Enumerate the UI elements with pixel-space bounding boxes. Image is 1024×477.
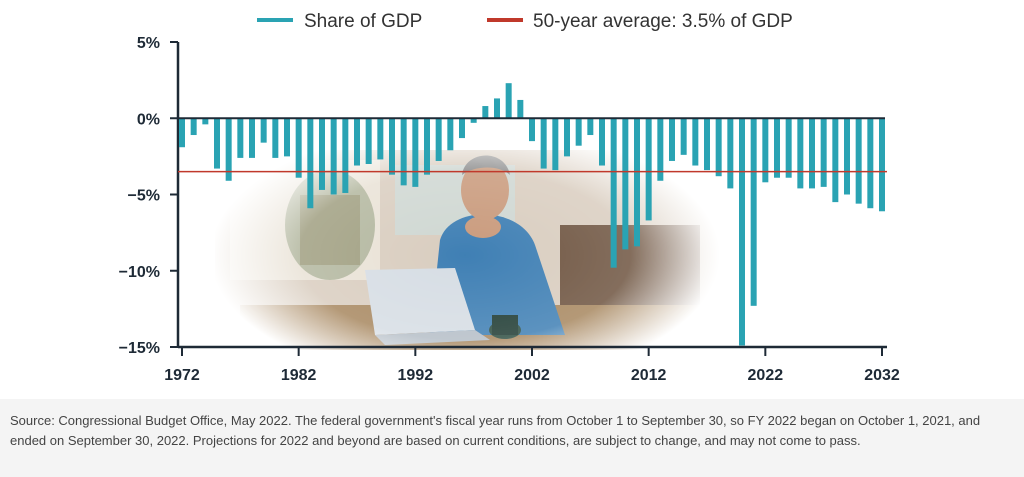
bar-2029 [844,118,850,195]
x-tick-label: 1972 [164,367,200,384]
legend-label-share: Share of GDP [304,11,422,32]
bar-1999 [494,98,500,119]
footer: Source: Congressional Budget Office, May… [0,399,1024,477]
bar-1989 [377,118,384,160]
bar-1985 [330,118,337,195]
bar-2013 [657,118,664,181]
x-tick-label: 2012 [631,367,667,384]
bar-1992 [412,118,419,187]
bar-1994 [435,118,442,161]
bar-2015 [680,118,687,155]
bar-2014 [669,118,675,161]
bar-2002 [529,118,535,142]
chart: Share of GDP 50-year average: 3.5% of GD… [119,11,900,384]
bar-2021 [750,118,757,306]
bar-2008 [599,118,605,166]
bar-2027 [820,118,827,187]
bar-1986 [342,118,349,193]
x-tick-label: 2032 [864,367,900,384]
bar-2017 [704,118,710,171]
bar-1978 [249,118,255,158]
bar-1977 [237,118,244,158]
bar-1981 [284,118,290,157]
bar-2012 [645,118,652,221]
bar-1988 [365,118,372,164]
bar-1975 [214,118,220,169]
y-tick-label: 0% [137,111,160,128]
bar-2023 [774,118,780,178]
person-at-laptop-photo [215,150,720,350]
bar-1996 [459,118,465,139]
bar-2028 [832,118,839,203]
bar-1993 [424,118,430,175]
bar-2003 [540,118,547,169]
bar-2016 [692,118,699,166]
bar-1980 [272,118,279,158]
bar-1987 [354,118,360,166]
bar-2010 [622,118,629,250]
bar-2004 [552,118,559,171]
bar-2018 [715,118,722,177]
bar-2032 [879,118,885,212]
bar-1973 [190,118,197,136]
y-tick-label: −15% [119,340,160,357]
bar-1997 [470,118,477,123]
bar-2025 [797,118,804,189]
bar-1976 [225,118,232,181]
bar-2030 [855,118,862,204]
x-tick-label: 2022 [748,367,784,384]
bar-2022 [762,118,769,183]
bar-1982 [295,118,302,178]
bar-2009 [610,118,617,268]
bars [178,83,887,346]
y-tick-label: −5% [128,188,160,205]
bar-1991 [400,118,407,186]
bar-2019 [727,118,734,189]
bar-2000 [505,83,512,119]
bar-2005 [564,118,570,157]
source-note: Source: Congressional Budget Office, May… [10,413,981,448]
bar-1984 [319,118,325,190]
x-tick-label: 2002 [514,367,550,384]
bar-2026 [809,118,815,189]
legend-item-share-of-gdp: Share of GDP [257,11,422,32]
bar-2024 [785,118,792,178]
axes-ticks: 5% 0% −5% −10% −15%1972 1982 1992 2002 2012 2022 2… [119,35,900,384]
bar-2006 [575,118,582,146]
bar-1995 [447,118,454,151]
bar-2020 [739,118,745,346]
x-tick-label: 1982 [281,367,317,384]
x-tick-label: 1992 [398,367,434,384]
legend: Share of GDP 50-year average: 3.5% of GD… [257,11,793,32]
bar-1974 [202,118,209,125]
bar-2001 [517,99,524,119]
bar-1990 [389,118,395,175]
legend-label-average: 50-year average: 3.5% of GDP [533,11,793,32]
bar-1979 [260,118,267,143]
y-tick-label: 5% [137,35,160,52]
legend-item-average: 50-year average: 3.5% of GDP [487,11,793,32]
bar-1983 [307,118,314,209]
bar-2007 [587,118,594,136]
y-tick-label: −10% [119,264,160,281]
bar-2031 [867,118,874,209]
bar-1972 [179,118,185,148]
bar-2011 [634,118,640,247]
bar-1998 [482,106,489,119]
